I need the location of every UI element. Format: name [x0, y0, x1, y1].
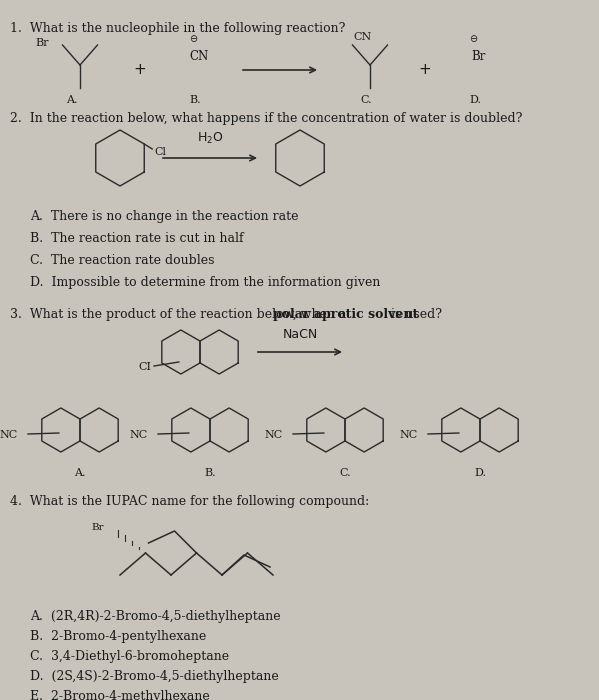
Text: A.  (2R,4R)-2-Bromo-4,5-diethylheptane: A. (2R,4R)-2-Bromo-4,5-diethylheptane — [30, 610, 280, 623]
Text: +: + — [134, 62, 146, 78]
Text: ⊖: ⊖ — [469, 34, 477, 44]
Text: D.: D. — [469, 95, 481, 105]
Text: Br: Br — [472, 50, 486, 64]
Text: 3.  What is the product of the reaction below, when a: 3. What is the product of the reaction b… — [10, 308, 350, 321]
Text: E.  2-Bromo-4-methylhexane: E. 2-Bromo-4-methylhexane — [30, 690, 210, 700]
Text: C.  The reaction rate doubles: C. The reaction rate doubles — [30, 254, 214, 267]
Text: A.: A. — [74, 468, 86, 478]
Text: B.: B. — [204, 468, 216, 478]
Text: NC: NC — [265, 430, 283, 440]
Text: is used?: is used? — [387, 308, 442, 321]
Text: D.: D. — [474, 468, 486, 478]
Text: H$_2$O: H$_2$O — [196, 130, 223, 146]
Text: D.  (2S,4S)-2-Bromo-4,5-diethylheptane: D. (2S,4S)-2-Bromo-4,5-diethylheptane — [30, 670, 279, 683]
Text: B.: B. — [189, 95, 201, 105]
Text: CN: CN — [189, 50, 208, 64]
Text: B.  2-Bromo-4-pentylhexane: B. 2-Bromo-4-pentylhexane — [30, 630, 206, 643]
Text: NC: NC — [400, 430, 418, 440]
Text: D.  Impossible to determine from the information given: D. Impossible to determine from the info… — [30, 276, 380, 289]
Text: CN: CN — [353, 32, 371, 42]
Text: NC: NC — [0, 430, 18, 440]
Text: CI: CI — [138, 362, 152, 372]
Text: polar aprotic solvent: polar aprotic solvent — [273, 308, 418, 321]
Text: NaCN: NaCN — [282, 328, 317, 340]
Text: 4.  What is the IUPAC name for the following compound:: 4. What is the IUPAC name for the follow… — [10, 495, 369, 508]
Text: A.  There is no change in the reaction rate: A. There is no change in the reaction ra… — [30, 210, 298, 223]
Text: 1.  What is the nucleophile in the following reaction?: 1. What is the nucleophile in the follow… — [10, 22, 346, 35]
Text: C.  3,4-Diethyl-6-bromoheptane: C. 3,4-Diethyl-6-bromoheptane — [30, 650, 229, 663]
Text: Cl: Cl — [155, 147, 167, 157]
Text: +: + — [419, 62, 431, 78]
Text: C.: C. — [360, 95, 372, 105]
Text: A.: A. — [66, 95, 78, 105]
Text: C.: C. — [339, 468, 351, 478]
Text: NC: NC — [130, 430, 148, 440]
Text: 2.  In the reaction below, what happens if the concentration of water is doubled: 2. In the reaction below, what happens i… — [10, 112, 522, 125]
Text: ⊖: ⊖ — [189, 34, 197, 44]
Text: Br: Br — [35, 38, 49, 48]
Text: B.  The reaction rate is cut in half: B. The reaction rate is cut in half — [30, 232, 244, 245]
Text: Br: Br — [91, 524, 104, 533]
